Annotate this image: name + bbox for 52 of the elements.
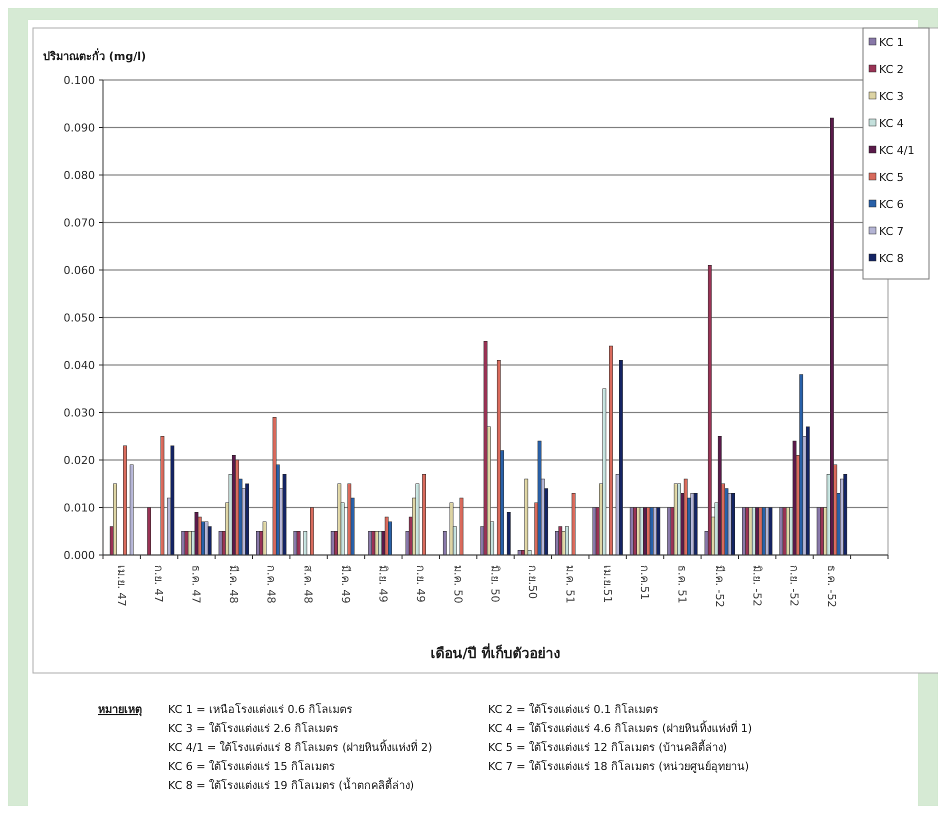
y-tick-label: 0.100 (64, 74, 95, 87)
legend-label: KC 4/1 (879, 144, 914, 157)
x-tick-label: ธ.ค. 51 (676, 565, 689, 604)
y-tick-label: 0.080 (64, 168, 95, 182)
text: KC 3 = ใต้โรงแต่งแร่ 2.6 กิโลเมตร (168, 721, 338, 735)
y-tick-label: 0.060 (64, 264, 95, 277)
text: KC 5 = ใต้โรงแต่งแร่ 12 กิโลเมตร (บ้านคลิตี้ล่าง) (488, 739, 728, 754)
x-tick-label: ธ.ค. -52 (825, 565, 838, 608)
text: KC 8 = ใต้โรงแต่งแร่ 19 กิโลเมตร (น้ำตกคลิตี้ล่าง) (168, 777, 414, 792)
y-tick-label: 0.090 (64, 121, 95, 134)
x-tick-label: ก.ค. 48 (264, 565, 278, 604)
legend-label: KC 2 (879, 62, 904, 76)
text: KC 4/1 = ใต้โรงแต่งแร่ 8 กิโลเมตร (ฝายหินทิ้งแห่งที่ 2) (168, 739, 432, 754)
x-tick-label: ก.ย. 49 (414, 565, 427, 602)
y-tick-label: 0.040 (64, 358, 95, 372)
y-tick-label: 0.030 (64, 406, 95, 420)
x-tick-label: ส.ค. 48 (302, 565, 315, 604)
x-tick-label: มิ.ย. 49 (376, 565, 390, 602)
legend-label: KC 5 (879, 170, 904, 184)
legend-label: KC 4 (879, 116, 904, 130)
x-tick-label: ก.ย. -52 (788, 565, 801, 606)
y-tick-label: 0.070 (64, 216, 95, 230)
y-tick-label: 0.010 (64, 501, 95, 514)
text: KC 7 = ใต้โรงแต่งแร่ 18 กิโลเมตร (หน่วยศูนย์อุทยาน) (488, 759, 750, 773)
x-axis-title: เดือน/ปี ที่เก็บตัวอย่าง (430, 643, 560, 662)
x-tick-label: มี.ค. -52 (712, 565, 726, 608)
x-tick-label: ก.ย.50 (526, 565, 540, 599)
y-tick-label: 0.000 (64, 548, 95, 562)
y-tick-label: 0.050 (64, 311, 95, 324)
text: KC 6 = ใต้โรงแต่งแร่ 15 กิโลเมตร (168, 759, 335, 773)
x-tick-label: มิ.ย. 50 (488, 565, 502, 602)
x-tick-label: เม.ย.51 (600, 565, 614, 603)
legend-label: KC 6 (879, 198, 904, 211)
text: KC 2 = ใต้โรงแต่งแร่ 0.1 กิโลเมตร (488, 702, 658, 716)
legend-label: KC 1 (879, 36, 904, 49)
text: หมายเหตุ (98, 703, 142, 717)
x-tick-label: ก.ย. 47 (152, 565, 166, 602)
x-tick-label: มี.ค. 49 (339, 565, 352, 604)
y-axis-title: ปริมาณตะกั่ว (mg/l) (43, 48, 146, 63)
text: KC 1 = เหนือโรงแต่งแร่ 0.6 กิโลเมตร (168, 702, 352, 716)
x-tick-label: ธ.ค. 47 (190, 565, 203, 604)
x-tick-label: มี.ค. 48 (226, 565, 240, 604)
x-tick-label: ก.ค.51 (638, 565, 652, 600)
legend-label: KC 7 (879, 224, 904, 238)
legend-label: KC 3 (879, 90, 904, 103)
x-tick-label: มิ.ย. -52 (750, 565, 764, 606)
text: KC 4 = ใต้โรงแต่งแร่ 4.6 กิโลเมตร (ฝายหินทิ้งแห่งที่ 1) (488, 720, 752, 735)
x-tick-label: เม.ย. 47 (114, 565, 128, 606)
y-tick-label: 0.020 (64, 454, 95, 467)
x-tick-label: ม.ค. 50 (451, 565, 464, 604)
x-tick-label: ม.ค. 51 (563, 565, 576, 604)
legend-label: KC 8 (879, 252, 904, 265)
